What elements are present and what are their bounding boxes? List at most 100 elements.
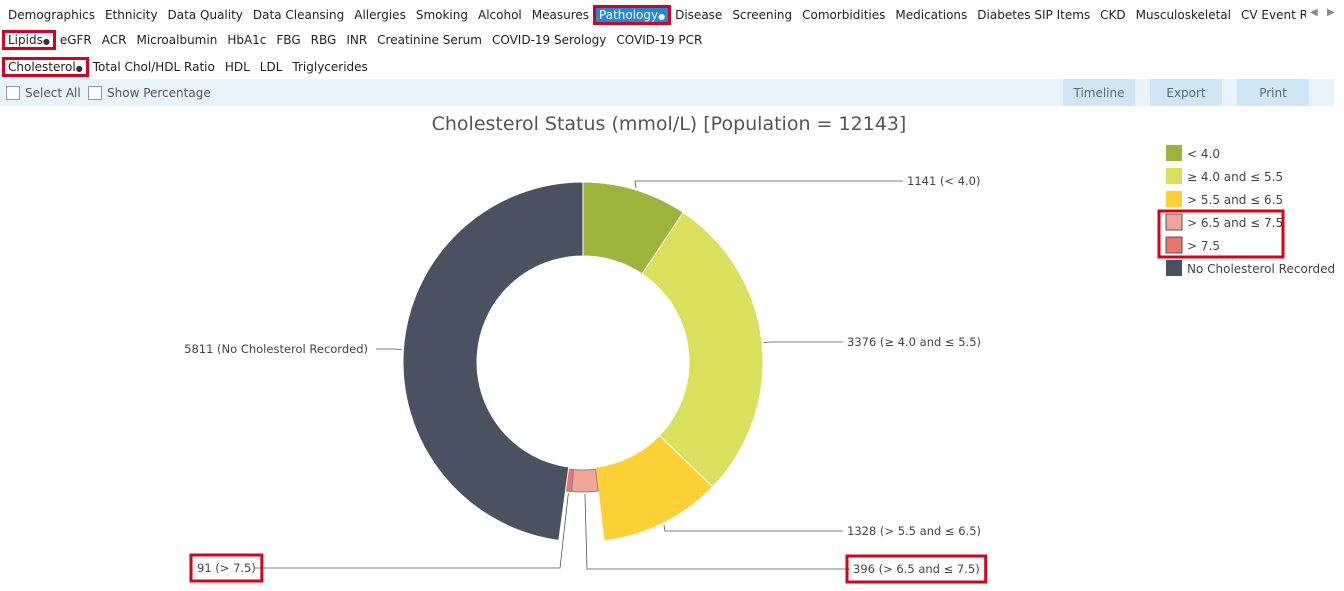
legend-label: ≥ 4.0 and ≤ 5.5 — [1187, 170, 1283, 184]
scroll-right-icon[interactable]: ▶ — [1327, 7, 1335, 18]
legend-item[interactable]: < 4.0 — [1166, 145, 1220, 161]
tab-cholesterol[interactable]: Cholesterol● — [3, 58, 88, 76]
tab-label: Data Cleansing — [252, 8, 345, 22]
legend-label: > 5.5 and ≤ 6.5 — [1187, 193, 1283, 207]
data-label: 396 (> 6.5 and ≤ 7.5) — [853, 562, 980, 576]
tab-total-chol-hdl-ratio[interactable]: Total Chol/HDL Ratio — [88, 58, 220, 76]
tab-label: eGFR — [59, 33, 92, 47]
export-button[interactable]: Export — [1150, 79, 1222, 106]
legend-swatch — [1166, 191, 1182, 207]
scroll-left-icon[interactable]: ◀ — [1310, 7, 1318, 18]
leader-line — [663, 524, 843, 532]
tab-data-quality[interactable]: Data Quality — [163, 6, 248, 24]
data-label: 91 (> 7.5) — [197, 561, 256, 575]
tab-hdl[interactable]: HDL — [220, 58, 255, 76]
tab-label: HbA1c — [227, 33, 267, 47]
highlight-box — [1157, 209, 1285, 259]
print-button[interactable]: Print — [1237, 79, 1309, 106]
tab-creatinine-serum[interactable]: Creatinine Serum — [372, 31, 487, 49]
leader-line — [763, 341, 843, 343]
tab-label: Smoking — [415, 8, 468, 22]
main-tab-bar: Demographics Ethnicity Data Quality Data Cl… — [3, 3, 1306, 27]
tab-musculoskeletal[interactable]: Musculoskeletal — [1131, 6, 1236, 24]
tab-label: Creatinine Serum — [377, 33, 482, 47]
tab-label: Cholesterol — [8, 60, 76, 74]
select-all-checkbox[interactable]: Select All — [6, 86, 81, 100]
tab-comorbidities[interactable]: Comorbidities — [797, 6, 890, 24]
tab-label: Screening — [732, 8, 793, 22]
tab-label: Musculoskeletal — [1135, 8, 1231, 22]
data-label: 1141 (< 4.0) — [907, 174, 980, 188]
legend-label: > 7.5 — [1187, 239, 1220, 253]
tab-label: Comorbidities — [802, 8, 886, 22]
tab-rbg[interactable]: RBG — [306, 31, 342, 49]
lipids-subtab-bar: Cholesterol● Total Chol/HDL Ratio HDL LDL Tr… — [3, 55, 373, 79]
donut-slice[interactable] — [571, 468, 599, 493]
active-dot-icon: ● — [42, 37, 50, 46]
timeline-button[interactable]: Timeline — [1063, 79, 1135, 106]
legend-item[interactable]: > 5.5 and ≤ 6.5 — [1166, 191, 1283, 207]
tab-allergies[interactable]: Allergies — [349, 6, 411, 24]
tab-medications[interactable]: Medications — [890, 6, 972, 24]
tab-data-cleansing[interactable]: Data Cleansing — [248, 6, 349, 24]
tab-measures[interactable]: Measures — [527, 6, 594, 24]
tab-screening[interactable]: Screening — [727, 6, 797, 24]
tab-hba1c[interactable]: HbA1c — [222, 31, 271, 49]
tab-microalbumin[interactable]: Microalbumin — [131, 31, 222, 49]
tab-label: FBG — [276, 33, 301, 47]
tab-pathology[interactable]: Pathology● — [594, 6, 671, 24]
tab-ckd[interactable]: CKD — [1095, 6, 1131, 24]
legend-swatch — [1166, 168, 1182, 184]
chart-toolbar: Select All Show Percentage Timeline Expo… — [0, 79, 1334, 106]
legend-swatch — [1165, 236, 1183, 254]
pathology-subtab-bar: Lipids● eGFR ACR Microalbumin HbA1c FBG RBG INR… — [3, 28, 707, 52]
tab-label: Medications — [895, 8, 968, 22]
tab-inr[interactable]: INR — [341, 31, 372, 49]
tab-cv-event-risk[interactable]: CV Event Risk — [1236, 6, 1306, 24]
tab-label: Disease — [675, 8, 723, 22]
checkbox-box[interactable] — [6, 86, 20, 100]
donut-slice[interactable] — [641, 211, 764, 488]
tab-label: INR — [346, 33, 368, 47]
tab-fbg[interactable]: FBG — [271, 31, 305, 49]
tab-label: Total Chol/HDL Ratio — [92, 60, 215, 74]
tab-smoking[interactable]: Smoking — [411, 6, 473, 24]
tab-covid-19-pcr[interactable]: COVID-19 PCR — [611, 31, 707, 49]
data-label: 5811 (No Cholesterol Recorded) — [184, 342, 368, 356]
show-percentage-checkbox[interactable]: Show Percentage — [88, 86, 211, 100]
active-dot-icon: ● — [75, 64, 83, 73]
tab-diabetes-sip-items[interactable]: Diabetes SIP Items — [972, 6, 1095, 24]
tab-acr[interactable]: ACR — [97, 31, 132, 49]
tab-disease[interactable]: Disease — [670, 6, 727, 24]
donut-slice[interactable] — [402, 181, 584, 541]
legend-label: < 4.0 — [1187, 147, 1220, 161]
legend-item[interactable]: > 6.5 and ≤ 7.5 — [1165, 213, 1283, 231]
tab-covid-19-serology[interactable]: COVID-19 Serology — [487, 31, 611, 49]
tab-label: Allergies — [354, 8, 406, 22]
leader-line — [634, 180, 903, 188]
legend-item[interactable]: > 7.5 — [1165, 236, 1220, 254]
tab-label: Lipids — [8, 33, 43, 47]
tab-egfr[interactable]: eGFR — [55, 31, 97, 49]
leader-line — [584, 493, 850, 570]
tab-label: ACR — [101, 33, 127, 47]
checkbox-box[interactable] — [88, 86, 102, 100]
tab-demographics[interactable]: Demographics — [3, 6, 100, 24]
legend-item[interactable]: ≥ 4.0 and ≤ 5.5 — [1166, 168, 1283, 184]
legend-item[interactable]: No Cholesterol Recorded — [1166, 260, 1335, 276]
tab-ldl[interactable]: LDL — [255, 58, 288, 76]
chart-title: Cholesterol Status (mmol/L) [Population … — [432, 113, 907, 135]
tab-alcohol[interactable]: Alcohol — [473, 6, 527, 24]
tab-ethnicity[interactable]: Ethnicity — [100, 6, 163, 24]
donut-slice[interactable] — [594, 434, 714, 542]
data-label: 1328 (> 5.5 and ≤ 6.5) — [847, 524, 981, 538]
tab-lipids[interactable]: Lipids● — [3, 31, 55, 49]
tab-label: Ethnicity — [104, 8, 158, 22]
tab-triglycerides[interactable]: Triglycerides — [287, 58, 372, 76]
highlight-box — [845, 554, 988, 584]
select-all-label: Select All — [25, 86, 81, 100]
tab-label: Demographics — [8, 8, 95, 22]
legend-label: No Cholesterol Recorded — [1187, 262, 1335, 276]
tab-label: Pathology — [599, 8, 659, 22]
